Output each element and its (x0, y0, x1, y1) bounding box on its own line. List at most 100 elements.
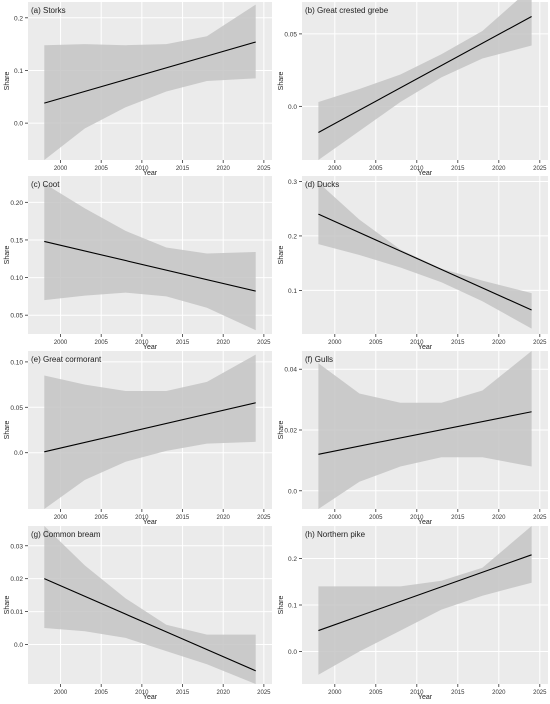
trend-line (318, 16, 532, 133)
x-tick-label: 2015 (176, 690, 190, 696)
x-tick-label: 2010 (135, 166, 149, 172)
y-tick-label: 0.0 (288, 488, 297, 495)
y-tick-label: 0.05 (10, 313, 23, 320)
x-tick-label: 2015 (451, 515, 465, 521)
y-tick-label: 0.1 (14, 68, 23, 75)
x-tick-label: 2005 (369, 690, 383, 696)
x-axis-label: Year (143, 519, 158, 526)
x-tick-label: 2015 (176, 166, 190, 172)
y-axis-label: Share (4, 596, 11, 615)
panel-3: (c) Coot 0.05 0.10 0.15 0.20 2000 2005 2010 2015… (4, 176, 272, 351)
y-axis-label: Share (4, 246, 11, 265)
panel-title: (h) Northern pike (305, 530, 366, 539)
x-axis-label: Year (418, 519, 433, 526)
y-tick-label: 0.05 (284, 31, 297, 38)
trend-line (44, 402, 256, 453)
x-tick-label: 2015 (451, 166, 465, 172)
y-tick-label: 0.3 (288, 179, 297, 186)
x-tick-label: 2000 (328, 340, 342, 346)
x-tick-label: 2025 (533, 166, 547, 172)
x-tick-label: 2010 (410, 340, 424, 346)
x-tick-label: 2015 (451, 340, 465, 346)
confidence-band (44, 354, 256, 509)
confidence-band (318, 182, 532, 329)
y-axis-label: Share (278, 246, 285, 265)
panel-title: (b) Great crested grebe (305, 6, 389, 15)
confidence-band (318, 526, 532, 675)
trend-line (318, 411, 532, 455)
x-tick-label: 2010 (410, 515, 424, 521)
x-tick-label: 2000 (54, 690, 68, 696)
x-tick-label: 2020 (492, 690, 506, 696)
x-tick-label: 2020 (217, 166, 231, 172)
x-tick-label: 2000 (54, 166, 68, 172)
x-tick-label: 2025 (533, 690, 547, 696)
x-axis-label: Year (418, 170, 433, 177)
x-tick-label: 2005 (369, 340, 383, 346)
x-tick-label: 2005 (95, 690, 109, 696)
x-tick-label: 2005 (369, 515, 383, 521)
x-tick-label: 2015 (176, 515, 190, 521)
panel-2: (b) Great crested grebe 0.0 0.05 2000 2005 20… (278, 0, 548, 177)
panel-7: (g) Common bream 0.0 0.01 0.02 0.03 2000 2005 2… (4, 526, 272, 701)
x-tick-label: 2020 (492, 515, 506, 521)
x-tick-label: 2015 (451, 690, 465, 696)
trend-line (44, 578, 256, 672)
y-tick-label: 0.01 (10, 609, 23, 616)
x-tick-label: 2000 (328, 690, 342, 696)
panel-title: (a) Storks (31, 6, 66, 15)
x-axis-label: Year (143, 344, 158, 351)
y-tick-label: 0.0 (288, 104, 297, 111)
y-axis-label: Share (278, 421, 285, 440)
x-tick-label: 2010 (135, 690, 149, 696)
x-tick-label: 2025 (257, 690, 271, 696)
x-tick-label: 2010 (135, 340, 149, 346)
y-tick-label: 0.2 (14, 15, 23, 22)
y-tick-label: 0.05 (10, 405, 23, 412)
confidence-band (44, 4, 256, 160)
x-tick-label: 2010 (135, 515, 149, 521)
panel-1: (a) Storks 0.0 0.1 0.2 2000 2005 2010 2015 2020 2… (4, 2, 272, 177)
y-tick-label: 0.2 (288, 556, 297, 563)
panel-5: (e) Great cormorant 0.0 0.05 0.10 2000 2005 20… (4, 351, 272, 526)
x-tick-label: 2025 (533, 515, 547, 521)
x-tick-label: 2005 (95, 340, 109, 346)
x-tick-label: 2000 (328, 515, 342, 521)
x-tick-label: 2020 (492, 166, 506, 172)
x-tick-label: 2020 (217, 690, 231, 696)
panel-4: (d) Ducks 0.1 0.2 0.3 2000 2005 2010 2015 2020 20… (278, 176, 548, 351)
confidence-band (44, 183, 256, 331)
panel-6: (f) Gulls 0.0 0.02 0.04 2000 2005 2010 2015 2020… (278, 351, 548, 526)
x-tick-label: 2000 (328, 166, 342, 172)
y-tick-label: 0.1 (288, 603, 297, 610)
panel-title: (f) Gulls (305, 355, 333, 364)
panel-8: (h) Northern pike 0.0 0.1 0.2 2000 2005 2010 20… (278, 526, 548, 701)
x-axis-label: Year (418, 344, 433, 351)
x-tick-label: 2015 (176, 340, 190, 346)
y-tick-label: 0.0 (288, 649, 297, 656)
y-tick-label: 0.02 (284, 428, 297, 435)
x-tick-label: 2005 (369, 166, 383, 172)
panel-title: (c) Coot (31, 180, 60, 189)
y-axis-label: Share (4, 72, 11, 91)
y-tick-label: 0.0 (14, 450, 23, 457)
x-axis-label: Year (143, 694, 158, 699)
y-tick-label: 0.20 (10, 200, 23, 207)
x-tick-label: 2010 (410, 166, 424, 172)
x-tick-label: 2025 (257, 515, 271, 521)
x-tick-label: 2005 (95, 166, 109, 172)
panel-title: (d) Ducks (305, 180, 339, 189)
x-tick-label: 2025 (257, 166, 271, 172)
y-tick-label: 0.15 (10, 237, 23, 244)
x-tick-label: 2000 (54, 515, 68, 521)
y-tick-label: 0.0 (14, 121, 23, 128)
y-axis-label: Share (4, 421, 11, 440)
trend-line (318, 554, 532, 632)
y-tick-label: 0.2 (288, 233, 297, 240)
trend-line (318, 213, 532, 311)
x-tick-label: 2010 (410, 690, 424, 696)
x-tick-label: 2000 (54, 340, 68, 346)
confidence-band (318, 351, 532, 509)
